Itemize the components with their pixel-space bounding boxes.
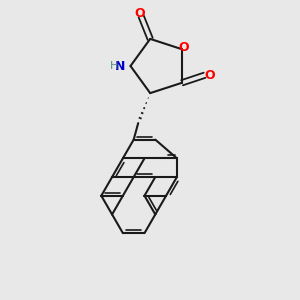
Text: O: O xyxy=(134,7,145,20)
Text: H: H xyxy=(110,61,118,71)
Text: N: N xyxy=(115,59,125,73)
Text: O: O xyxy=(178,40,189,54)
Text: O: O xyxy=(205,69,215,82)
